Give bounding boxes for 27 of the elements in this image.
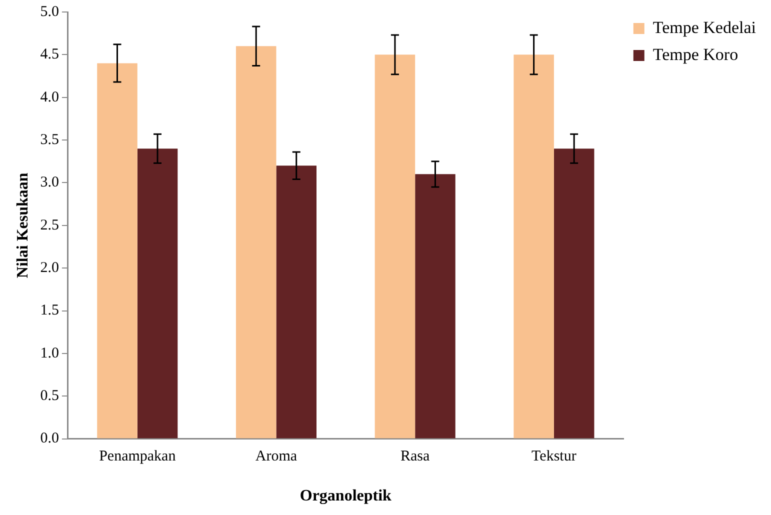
y-tick-label: 0.0 xyxy=(40,430,59,447)
y-tick-label: 3.5 xyxy=(40,132,59,148)
legend-label: Tempe Koro xyxy=(652,44,738,64)
bar xyxy=(97,63,138,438)
bar xyxy=(236,46,276,438)
bar xyxy=(415,174,456,438)
y-tick-label: 0.5 xyxy=(40,388,59,404)
x-tick-label: Aroma xyxy=(255,448,298,465)
y-tick-label: 1.0 xyxy=(40,345,59,362)
y-tick-label: 4.5 xyxy=(40,46,59,63)
y-tick-label: 3.0 xyxy=(40,174,59,191)
y-tick-label: 4.0 xyxy=(40,89,59,106)
x-axis-title: Organoleptik xyxy=(300,488,392,505)
bar xyxy=(276,166,317,438)
bar xyxy=(137,148,178,438)
legend-label: Tempe Kedelai xyxy=(652,18,756,37)
y-tick-label: 2.5 xyxy=(40,217,59,234)
y-tick-label: 1.5 xyxy=(40,302,59,319)
y-tick-label: 5.0 xyxy=(40,4,59,20)
x-tick-label: Penampakan xyxy=(99,448,176,465)
bar xyxy=(514,54,554,438)
y-tick-label: 2.0 xyxy=(40,260,59,276)
x-tick-label: Tekstur xyxy=(532,448,576,465)
y-axis-title: Nilai Kesukaan xyxy=(14,172,32,278)
bar xyxy=(374,54,416,438)
x-tick-label: Rasa xyxy=(400,448,430,465)
bar xyxy=(554,148,594,438)
